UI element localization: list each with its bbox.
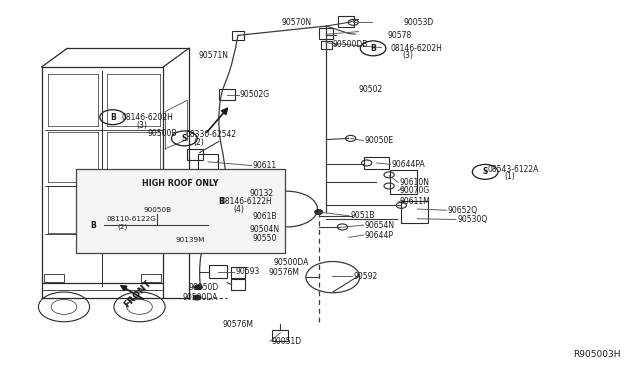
Text: 08330-62542: 08330-62542 <box>186 130 237 139</box>
Text: HIGH ROOF ONLY: HIGH ROOF ONLY <box>142 179 218 187</box>
Circle shape <box>265 229 273 234</box>
Text: 90644PA: 90644PA <box>392 160 426 169</box>
Text: 90593: 90593 <box>236 267 260 276</box>
Text: 90610N: 90610N <box>400 178 430 187</box>
Bar <box>44 274 64 282</box>
Text: (1): (1) <box>504 172 515 181</box>
Text: 90050D: 90050D <box>189 283 219 292</box>
Text: 90500DA: 90500DA <box>274 258 309 267</box>
Text: 90570N: 90570N <box>282 18 312 27</box>
Text: 90500DB: 90500DB <box>333 40 368 49</box>
Bar <box>252 193 271 207</box>
Text: 90050E: 90050E <box>365 136 394 145</box>
Bar <box>273 330 288 341</box>
Circle shape <box>153 223 161 227</box>
Text: 90070G: 90070G <box>400 186 430 195</box>
Bar <box>390 170 417 194</box>
Circle shape <box>195 285 202 289</box>
Text: 90654N: 90654N <box>365 221 395 230</box>
Bar <box>321 41 332 49</box>
Text: 90500DA: 90500DA <box>182 293 218 302</box>
Bar <box>76 169 285 253</box>
Bar <box>253 207 269 217</box>
Text: 90571N: 90571N <box>198 51 228 60</box>
Text: 90644P: 90644P <box>365 231 394 240</box>
Text: 9051B: 9051B <box>351 211 375 220</box>
Text: 90576M: 90576M <box>223 320 253 329</box>
Text: 90576M: 90576M <box>269 268 300 277</box>
Text: 90652Q: 90652Q <box>448 206 478 215</box>
Bar <box>338 16 354 27</box>
Text: 90611: 90611 <box>253 161 277 170</box>
Text: 90051D: 90051D <box>272 337 302 346</box>
Text: 90578: 90578 <box>387 31 412 40</box>
Bar <box>219 89 236 100</box>
Bar <box>232 31 244 40</box>
Circle shape <box>315 210 323 214</box>
Text: (3): (3) <box>136 121 147 130</box>
Text: 90500B: 90500B <box>147 129 177 138</box>
Text: R905003H: R905003H <box>573 350 621 359</box>
Text: B: B <box>218 197 223 206</box>
Text: 08146-6122H: 08146-6122H <box>221 197 273 206</box>
Bar <box>187 149 204 160</box>
Text: (3): (3) <box>402 51 413 60</box>
Text: 90053D: 90053D <box>403 18 433 27</box>
Text: (4): (4) <box>234 205 244 214</box>
Text: 08146-6202H: 08146-6202H <box>122 113 173 122</box>
Bar <box>231 279 245 290</box>
Text: 9061B: 9061B <box>253 212 277 221</box>
Bar <box>198 154 218 170</box>
Bar <box>141 274 161 282</box>
Bar <box>364 157 389 169</box>
Bar <box>231 267 245 278</box>
Text: (2): (2) <box>193 138 204 147</box>
Text: 90592: 90592 <box>354 272 378 280</box>
Text: S: S <box>182 134 187 143</box>
Text: 08110-6122G: 08110-6122G <box>107 217 157 222</box>
Text: S: S <box>483 167 488 176</box>
Text: 90530Q: 90530Q <box>458 215 488 224</box>
Text: 90502G: 90502G <box>240 90 270 99</box>
Text: (2): (2) <box>117 224 127 230</box>
Text: 90139M: 90139M <box>176 237 205 243</box>
Text: 08543-6122A: 08543-6122A <box>488 165 539 174</box>
Text: FRONT: FRONT <box>122 279 153 309</box>
Text: B: B <box>371 44 376 53</box>
Bar <box>401 201 428 223</box>
Text: B: B <box>90 221 95 230</box>
Circle shape <box>193 295 201 300</box>
Text: 90132: 90132 <box>250 189 274 198</box>
Bar <box>209 265 227 278</box>
Text: 90050B: 90050B <box>144 207 172 213</box>
Text: 90504N: 90504N <box>250 225 280 234</box>
Text: 90611M: 90611M <box>400 198 431 206</box>
Text: 90550: 90550 <box>253 234 277 243</box>
Text: 90502: 90502 <box>358 85 383 94</box>
Text: 08146-6202H: 08146-6202H <box>390 44 442 53</box>
Bar <box>319 28 333 39</box>
Bar <box>176 214 195 228</box>
Text: B: B <box>110 113 115 122</box>
